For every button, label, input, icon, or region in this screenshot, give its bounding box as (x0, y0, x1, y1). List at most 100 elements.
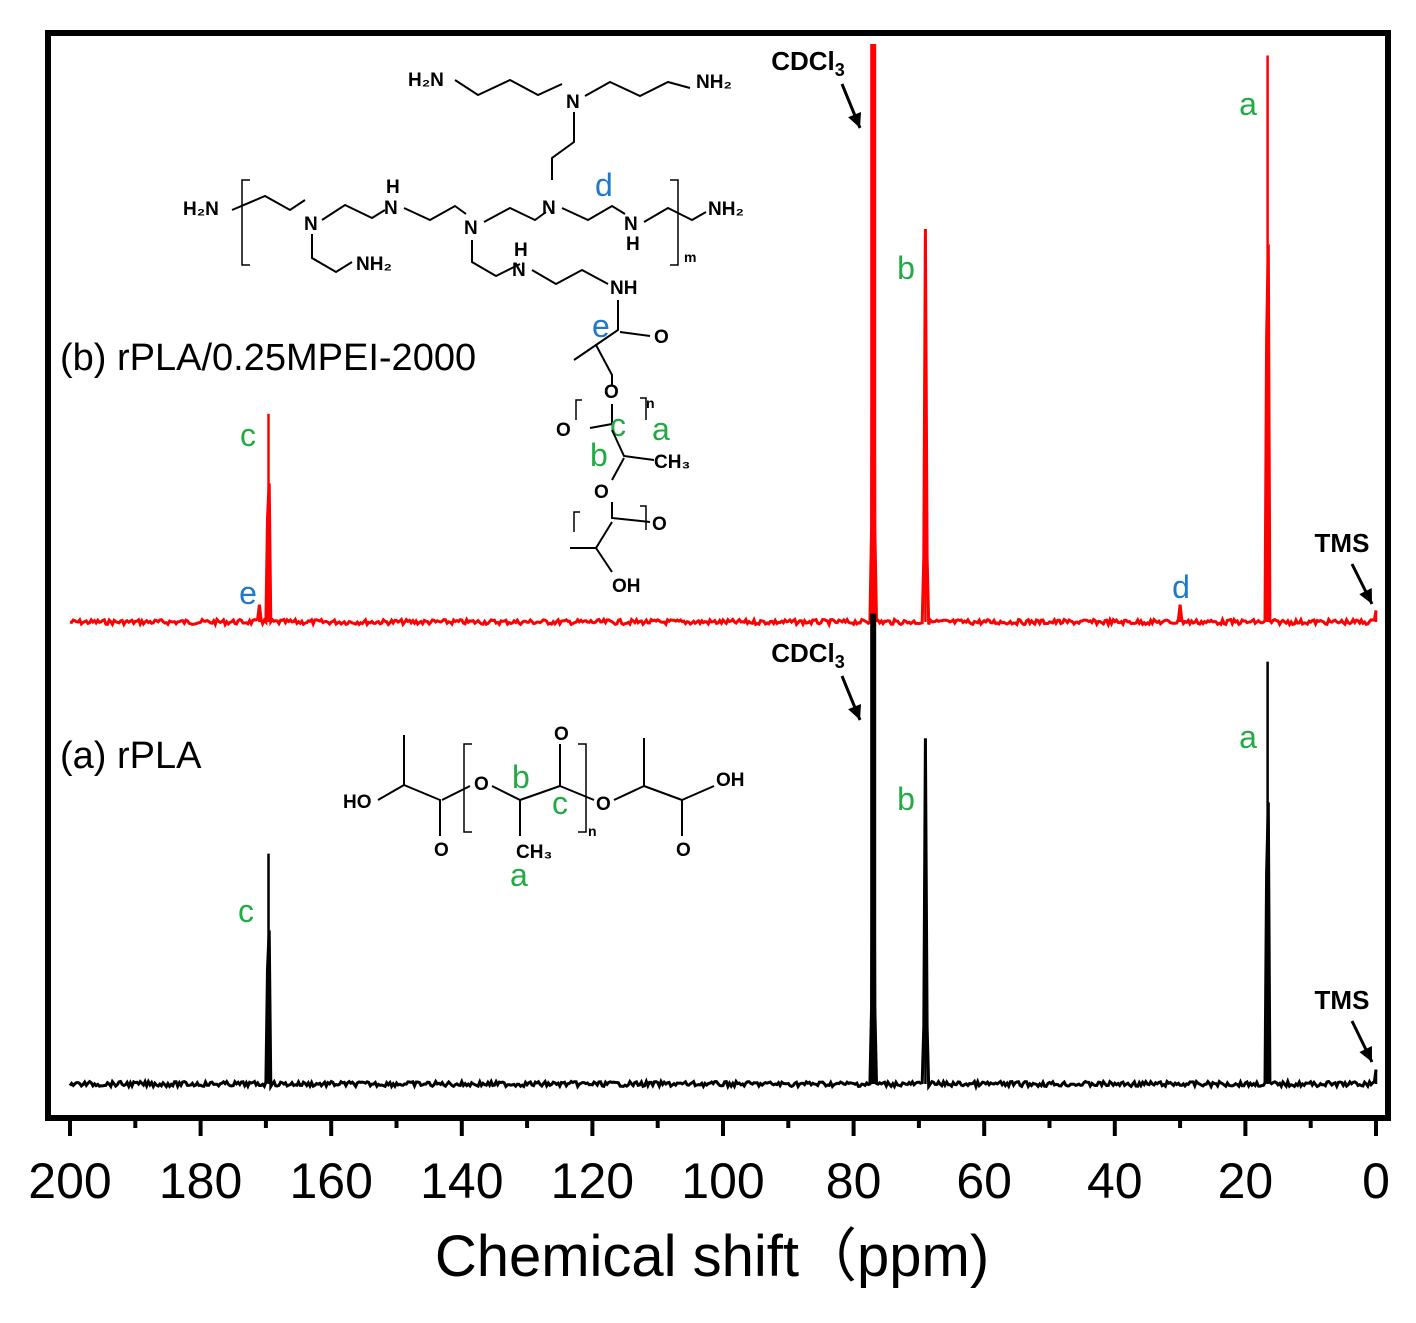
structure-b-bond (611, 502, 651, 523)
structure-a-sub-n: n (588, 823, 597, 839)
structure-a-o-2: O (474, 774, 489, 795)
structure-a-bond (559, 785, 595, 801)
structure-b-ch3: CH₃ (654, 452, 690, 473)
plot-frame (45, 30, 1391, 1121)
structure-b-h-6: H (514, 240, 528, 261)
reference-label: CDCl3 (771, 638, 845, 672)
structure-a-o-3: O (554, 724, 569, 745)
structure-b-h-1: H (386, 177, 400, 198)
structure-b-bond (471, 240, 521, 278)
x-tick-label: 100 (681, 1153, 764, 1209)
structure-b-bond (231, 194, 306, 212)
structure-b-bond (570, 521, 613, 549)
structure-b-bond (611, 457, 625, 481)
structure-b-letter-d: d (595, 167, 613, 203)
structure-a-bond (643, 785, 683, 836)
x-tick-label: 160 (289, 1153, 372, 1209)
structure-b-letter-b: b (590, 437, 608, 473)
reference-label: TMS (1315, 985, 1370, 1015)
structure-b-nh2-right: NH₂ (708, 199, 744, 220)
structure-b-bracket-left (241, 179, 250, 266)
structure-a-bond (403, 784, 441, 836)
structure-a-bond (613, 738, 645, 801)
structure-a-letter-b: b (512, 759, 530, 795)
structure-b-h2n-top: H₂N (408, 70, 444, 91)
structure-b-bond (589, 404, 613, 429)
structure-b-bond (584, 80, 691, 98)
structure-a-ho: HO (343, 792, 372, 813)
reference-arrowhead (848, 112, 861, 128)
structure-b-bond (454, 78, 563, 97)
structure-b-bond (403, 204, 467, 222)
structure-a-letter-c: c (552, 785, 568, 821)
structure-b-bracket-n2 (573, 505, 647, 532)
x-axis: 200 180 160 140 120 100 80 60 40 20 0 (28, 1118, 1390, 1209)
structure-b-n-4: N (542, 198, 556, 219)
structure-b-bond (619, 331, 651, 337)
peak-letter-b: b (897, 250, 915, 286)
spectrum-b (69, 43, 1378, 629)
reference-label: CDCl3 (771, 46, 845, 80)
peak-letter-c: c (238, 893, 254, 929)
structure-b-o-2: O (604, 382, 619, 403)
structure-b-bond (643, 206, 707, 223)
structure-b-n-2: N (384, 198, 398, 219)
structure-a-oh: OH (716, 770, 745, 791)
reference-arrowhead (1359, 588, 1372, 604)
spectrum-baseline (68, 613, 1378, 1092)
series-label-b: (b) rPLA/0.25MPEI-2000 (60, 337, 476, 379)
structure-b-nh2-pendant: NH₂ (356, 254, 392, 275)
spectrum-baseline (69, 43, 1378, 629)
reference-label: TMS (1315, 528, 1370, 558)
structure-b-n-6: N (512, 260, 526, 281)
structure-b-bracket-right (670, 179, 679, 266)
x-tick-label: 120 (551, 1153, 634, 1209)
x-axis-title: Chemical shift（ppm) (435, 1224, 989, 1289)
peak-letter-d: d (1172, 569, 1190, 605)
peak-letter-a: a (1239, 719, 1257, 755)
structure-b-letter-a: a (652, 411, 670, 447)
structure-b-bond (595, 344, 613, 385)
structure-b-o-3: O (556, 420, 571, 441)
spectrum-a (68, 613, 1378, 1092)
structure-a-bracket-left (463, 743, 472, 833)
reference-arrowhead (848, 704, 861, 720)
structure-b-n-top: N (566, 92, 580, 113)
structure-a-bracket-right (578, 743, 587, 833)
structure-b-oh: OH (612, 576, 641, 597)
structure-b-sub-m: m (684, 249, 696, 265)
structure-b-bond (321, 203, 386, 221)
series-label-a: (a) rPLA (60, 735, 202, 777)
structure-b-n-5: N (624, 214, 638, 235)
structure-b-bond (551, 112, 575, 180)
structure-b-h-5: H (626, 234, 640, 255)
structure-b-bracket-n1 (575, 397, 647, 420)
structure-b-o-5: O (652, 514, 667, 535)
peak-letter-c: c (240, 417, 256, 453)
structure-b: H₂N N NH₂ H₂N N H N N N N H m NH₂ d NH₂ … (183, 70, 744, 597)
peak-letter-a: a (1239, 86, 1257, 122)
structure-b-h2n-left: H₂N (183, 199, 219, 220)
structure-b-nh-amide: NH (610, 278, 637, 299)
structure-b-n-3: N (464, 218, 478, 239)
structure-b-bond (561, 204, 626, 222)
structure-a-letter-a: a (510, 857, 528, 893)
x-tick-label: 60 (956, 1153, 1012, 1209)
structure-b-bond (611, 429, 655, 461)
x-tick-label: 200 (28, 1153, 111, 1209)
structure-a-bond (441, 785, 471, 801)
structure-a-ch3: CH₃ (516, 842, 552, 863)
structure-b-bond (595, 547, 613, 573)
x-tick-label: 180 (159, 1153, 242, 1209)
x-tick-label: 140 (420, 1153, 503, 1209)
structure-b-letter-e: e (592, 308, 610, 344)
structure-a-bond (377, 735, 405, 801)
structure-b-bond (483, 206, 547, 223)
structure-b-nh2-top: NH₂ (696, 72, 732, 93)
structure-a-bond (681, 785, 715, 801)
x-tick-label: 80 (826, 1153, 882, 1209)
structure-b-n-1: N (304, 214, 318, 235)
structure-a-o-1: O (434, 840, 449, 861)
structure-b-bond (311, 234, 353, 274)
